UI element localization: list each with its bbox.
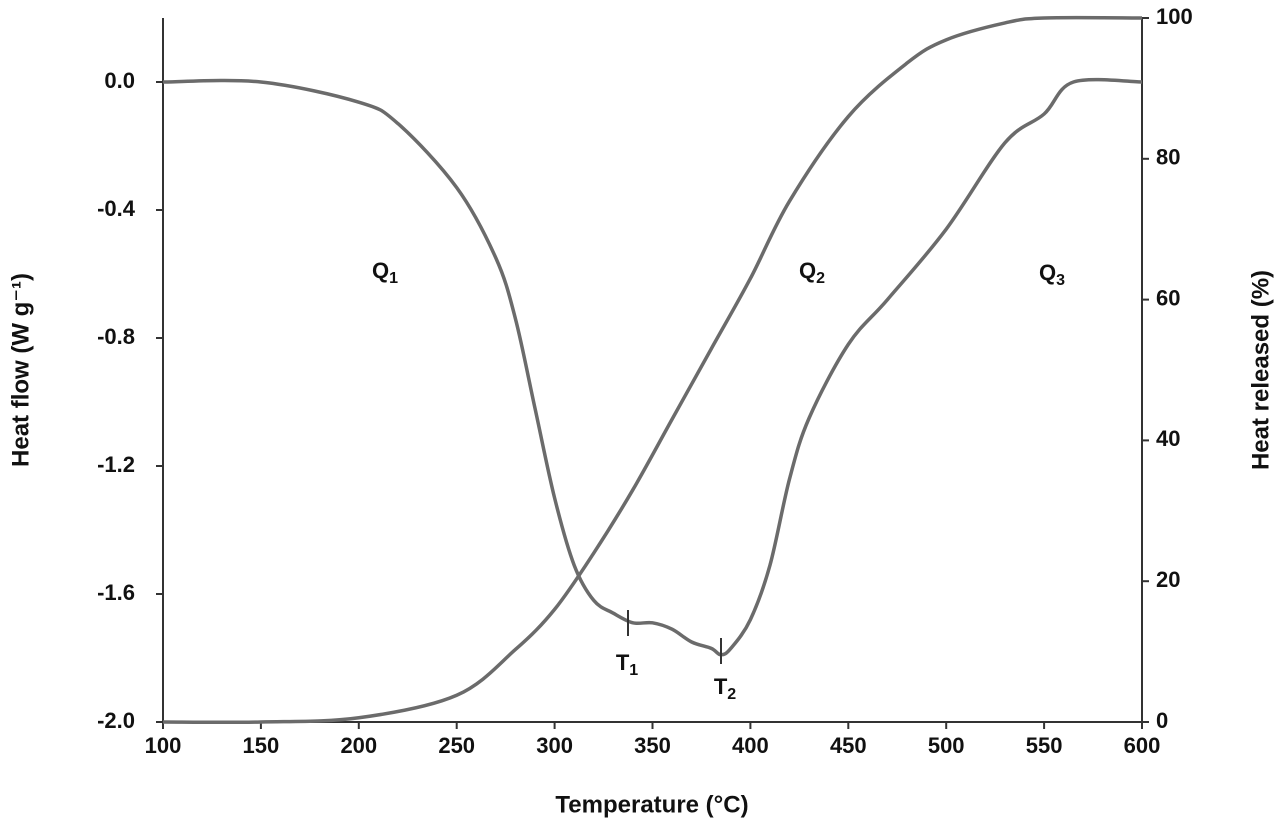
- x-tick-label: 350: [634, 733, 671, 758]
- y2-tick-label: 40: [1156, 426, 1180, 451]
- y2-axis-title: Heat released (%): [1247, 270, 1274, 470]
- annotation: Q3: [1039, 260, 1065, 289]
- annotation: T1: [616, 650, 638, 679]
- annotation-subscript: 2: [816, 270, 825, 287]
- annotation: Q2: [799, 258, 825, 287]
- annotation: Q1: [372, 258, 398, 287]
- annotation-subscript: 2: [727, 686, 736, 703]
- annotation-subscript: 1: [629, 662, 638, 679]
- x-tick-label: 150: [243, 733, 280, 758]
- y-tick-label: -0.4: [97, 196, 136, 221]
- y-tick-label: -2.0: [97, 708, 135, 733]
- y-tick-label: 0.0: [104, 68, 135, 93]
- y2-tick-label: 0: [1156, 708, 1168, 733]
- y2-tick-label: 60: [1156, 285, 1180, 310]
- x-tick-label: 200: [340, 733, 377, 758]
- axes: [162, 18, 1143, 723]
- annotation-text: Q: [799, 258, 816, 283]
- y-axis-title: Heat flow (W g⁻¹): [7, 273, 34, 467]
- y2-tick-label: 100: [1156, 4, 1193, 29]
- annotation-subscript: 3: [1056, 272, 1065, 289]
- x-tick-label: 100: [145, 733, 182, 758]
- series-line: [162, 15, 1143, 725]
- x-tick-label: 600: [1124, 733, 1161, 758]
- annotation-text: Q: [1039, 260, 1056, 285]
- y-tick-label: -0.8: [97, 324, 135, 349]
- x-tick-label: 300: [536, 733, 573, 758]
- x-axis-title: Temperature (°C): [555, 791, 748, 818]
- y-tick-label: -1.6: [97, 580, 135, 605]
- x-tick-label: 450: [830, 733, 867, 758]
- annotation-text: T: [714, 674, 728, 699]
- y2-tick-label: 20: [1156, 567, 1180, 592]
- y-tick-label: -1.2: [97, 452, 135, 477]
- x-tick-label: 250: [438, 733, 475, 758]
- x-tick-label: 500: [928, 733, 965, 758]
- annotation-subscript: 1: [389, 270, 398, 287]
- y2-tick-label: 80: [1156, 145, 1180, 170]
- x-tick-label: 400: [732, 733, 769, 758]
- series-line: [162, 77, 1143, 657]
- x-tick-label: 550: [1026, 733, 1063, 758]
- annotation: T2: [714, 674, 736, 703]
- annotation-text: T: [616, 650, 630, 675]
- annotation-text: Q: [372, 258, 389, 283]
